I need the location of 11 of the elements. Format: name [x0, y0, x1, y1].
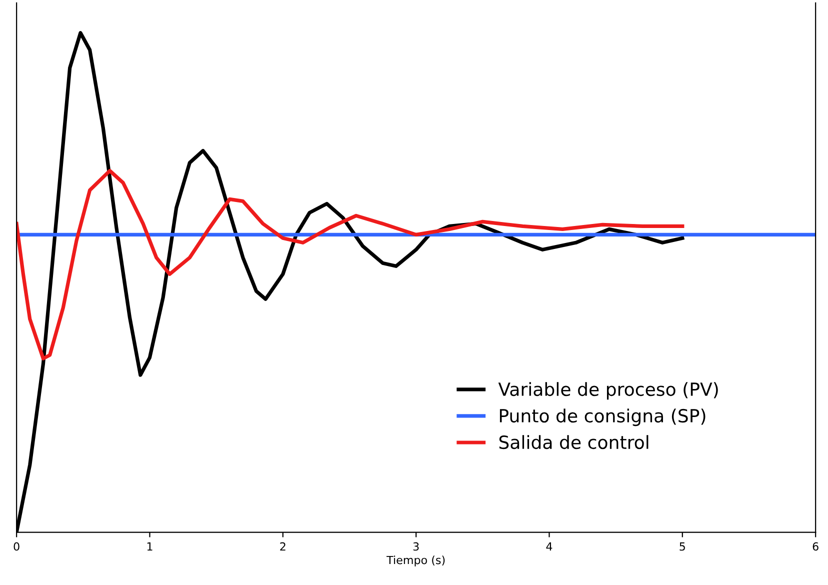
x-tick-label: 2 [280, 542, 286, 551]
x-tick-label: 4 [546, 542, 552, 551]
x-axis-title: Tiempo (s) [386, 556, 445, 566]
x-tick-label: 1 [147, 542, 152, 551]
x-tick-label: 6 [812, 542, 818, 551]
legend-label: Variable de proceso (PV) [498, 382, 718, 400]
x-tick-label: 3 [413, 542, 419, 551]
legend-label: Punto de consigna (SP) [500, 408, 706, 426]
x-tick-label: 0 [14, 542, 20, 551]
x-tick-label: 5 [680, 542, 685, 551]
legend-label: Salida de control [499, 435, 648, 450]
